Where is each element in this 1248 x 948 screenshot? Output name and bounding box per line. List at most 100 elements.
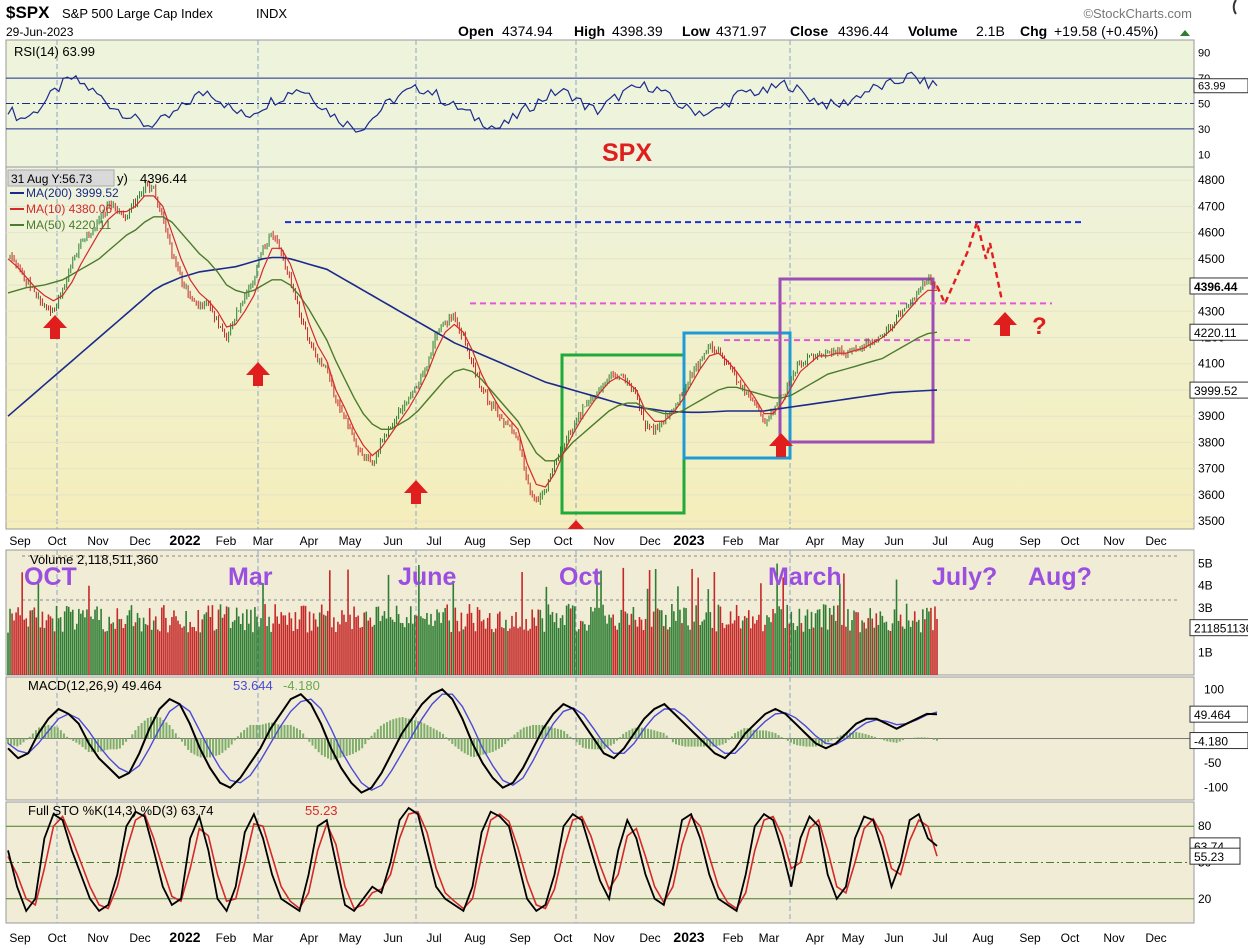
volume-tick: 4B bbox=[1198, 579, 1213, 593]
up-arrow-icon bbox=[246, 362, 270, 386]
x-tick-top: Nov bbox=[593, 534, 614, 548]
rsi-label: RSI(14) 63.99 bbox=[14, 44, 95, 59]
grid bbox=[56, 40, 791, 923]
macd-label-hist: -4.180 bbox=[283, 678, 320, 693]
price-value-box bbox=[1189, 323, 1248, 341]
x-tick-bottom: Apr bbox=[300, 931, 319, 945]
price-tick: 4500 bbox=[1198, 252, 1225, 266]
rsi-axis: 907050301063.99 bbox=[1193, 48, 1248, 161]
macd-label-main: MACD(12,26,9) 49.464 bbox=[28, 678, 162, 693]
close-panel-icon[interactable] bbox=[1232, 0, 1237, 15]
last-price-label: 4396.44 bbox=[140, 171, 187, 186]
x-tick-bottom: Mar bbox=[253, 931, 274, 945]
x-tick-top: 2022 bbox=[169, 532, 200, 548]
x-tick-bottom: Mar bbox=[759, 931, 780, 945]
volume-value-label: 2118511360 bbox=[1194, 622, 1248, 636]
x-tick-top: Mar bbox=[759, 534, 780, 548]
event-label: June bbox=[398, 563, 456, 591]
tooltip-suffix: y) bbox=[117, 171, 128, 186]
tooltip-box bbox=[7, 169, 115, 187]
macd-tick: -50 bbox=[1204, 756, 1222, 770]
x-tick-top: Jul bbox=[932, 534, 947, 548]
price-tick: 3500 bbox=[1198, 514, 1225, 528]
x-tick-top: Dec bbox=[639, 534, 660, 548]
event-label: Mar bbox=[228, 563, 273, 591]
macd-layer bbox=[6, 688, 1194, 794]
volume-value: 2.1B bbox=[976, 23, 1005, 39]
legend-ma200: MA(200) 3999.52 bbox=[26, 186, 119, 200]
price-tick: 4700 bbox=[1198, 199, 1225, 213]
rsi-tick: 50 bbox=[1198, 99, 1210, 111]
x-tick-top: Apr bbox=[806, 534, 825, 548]
low-value: 4371.97 bbox=[716, 23, 767, 39]
chart-date: 29-Jun-2023 bbox=[6, 25, 74, 39]
x-tick-bottom: May bbox=[339, 931, 362, 945]
spx-title: SPX bbox=[602, 139, 652, 167]
close-label: Close bbox=[790, 23, 828, 39]
macd-label-signal: 53.644 bbox=[233, 678, 273, 693]
price-tick: 4300 bbox=[1198, 304, 1225, 318]
x-tick-bottom: 2023 bbox=[673, 929, 704, 945]
x-tick-top: Aug bbox=[464, 534, 485, 548]
x-tick-bottom: Aug bbox=[464, 931, 485, 945]
up-arrow-icon bbox=[993, 312, 1017, 336]
sto-d-line bbox=[7, 810, 938, 910]
price-tick: 4600 bbox=[1198, 226, 1225, 240]
x-tick-top: Feb bbox=[723, 534, 744, 548]
x-tick-top: Dec bbox=[129, 534, 150, 548]
sto-tick: 80 bbox=[1198, 819, 1212, 833]
x-tick-top: Dec bbox=[1145, 534, 1166, 548]
x-tick-top: Jul bbox=[426, 534, 441, 548]
x-tick-top: Oct bbox=[1061, 534, 1080, 548]
x-tick-top: Sep bbox=[1019, 534, 1041, 548]
projection-line bbox=[935, 217, 1004, 307]
x-tick-top: Sep bbox=[9, 534, 31, 548]
rsi-value-label: 63.99 bbox=[1198, 81, 1226, 93]
x-tick-bottom: Nov bbox=[593, 931, 614, 945]
price-tick: 3800 bbox=[1198, 435, 1225, 449]
chg-label: Chg bbox=[1020, 23, 1047, 39]
x-tick-bottom: Sep bbox=[1019, 931, 1041, 945]
x-tick-bottom: Nov bbox=[87, 931, 108, 945]
event-label: Oct bbox=[559, 563, 601, 591]
volume-label: Volume bbox=[908, 23, 958, 39]
rsi-value-box bbox=[1193, 78, 1248, 94]
x-tick-bottom: Feb bbox=[723, 931, 744, 945]
sto-tick: 20 bbox=[1198, 892, 1212, 906]
x-tick-bottom: Apr bbox=[806, 931, 825, 945]
volume-axis: 5B4B3B2B1B2118511360 bbox=[1189, 556, 1248, 660]
chg-value: +19.58 (+0.45%) bbox=[1054, 23, 1158, 39]
price-tick: 4100 bbox=[1198, 357, 1225, 371]
x-tick-top: Oct bbox=[554, 534, 573, 548]
price-value-box bbox=[1189, 381, 1248, 399]
event-label: OCT bbox=[24, 563, 77, 591]
price-legend: 4396.44 31 Aug Y:56.73 y) MA(200) 3999.5… bbox=[7, 169, 187, 232]
macd-line bbox=[7, 688, 938, 794]
x-tick-bottom: Oct bbox=[1061, 931, 1080, 945]
x-tick-bottom: Aug bbox=[972, 931, 993, 945]
price-value-label: 3999.52 bbox=[1194, 384, 1238, 398]
macd-tick: -100 bbox=[1204, 781, 1228, 795]
ohlc-readout: Open 4374.94 High 4398.39 Low 4371.97 Cl… bbox=[458, 23, 1158, 39]
price-tick: 3900 bbox=[1198, 409, 1225, 423]
volume-tick: 1B bbox=[1198, 646, 1213, 660]
symbol: $SPX bbox=[6, 3, 50, 22]
volume-value-box bbox=[1189, 619, 1248, 637]
open-label: Open bbox=[458, 23, 494, 39]
macd-value-box bbox=[1189, 732, 1248, 750]
sto-label: Full STO %K(14,3) %D(3) 63.74 55.23 bbox=[28, 803, 338, 818]
macd-label: MACD(12,26,9) 49.464 53.644 -4.180 bbox=[28, 678, 320, 693]
macd-value-label: -4.180 bbox=[1194, 735, 1228, 749]
x-tick-bottom: Dec bbox=[1145, 931, 1166, 945]
x-tick-top: 2023 bbox=[673, 532, 704, 548]
rsi-tick: 90 bbox=[1198, 48, 1210, 60]
x-tick-bottom: Oct bbox=[48, 931, 67, 945]
x-tick-bottom: Jun bbox=[383, 931, 402, 945]
x-tick-top: May bbox=[842, 534, 865, 548]
x-axis-top: Sep Oct Nov Dec 2022 Feb Mar Apr May Jun Jul Aug Sep… bbox=[9, 532, 1166, 548]
sto-value-box bbox=[1189, 847, 1241, 865]
high-label: High bbox=[574, 23, 605, 39]
x-tick-bottom: Feb bbox=[216, 931, 237, 945]
